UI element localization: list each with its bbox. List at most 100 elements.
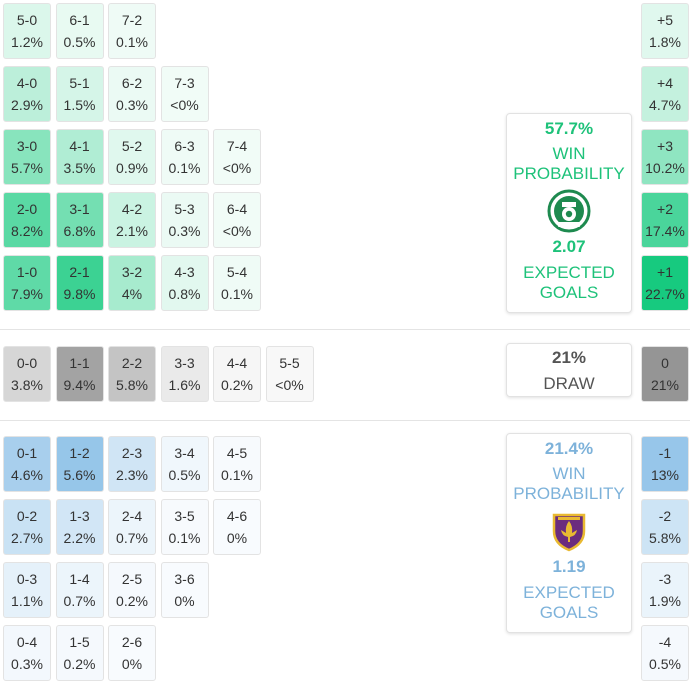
score-cell-2-6: 2-6 0% [108,625,156,681]
probability-label: 7.9% [11,286,43,302]
score-cell-2-1: 2-1 9.8% [55,255,104,311]
score-cell-5-2: 5-2 0.9% [108,129,156,185]
margin-label: +4 [657,75,673,91]
score-cell-3-0: 3-0 5.7% [3,129,51,185]
score-label: 6-2 [121,75,143,91]
score-cell-4-1: 4-1 3.5% [55,129,104,185]
probability-label: 0% [174,593,195,609]
score-cell-1-5: 1-5 0.2% [55,625,104,681]
score-cell-5-1: 5-1 1.5% [55,66,104,122]
probability-label: 1.5% [63,97,96,113]
score-cell-5-3: 5-3 0.3% [160,192,209,248]
margin-label: +2 [657,201,673,217]
home-win-label: WIN PROBABILITY [513,144,625,183]
score-label: 5-1 [69,75,90,91]
score-cell-3-1: 3-1 6.8% [55,192,104,248]
probability-label: 0.1% [168,530,201,546]
probability-label: 17.4% [645,223,685,239]
score-label: 3-2 [121,264,143,280]
probability-label: 0.5% [649,656,681,672]
margin-cell-away-minus3: -3 1.9% [641,562,689,618]
score-cell-1-2: 1-2 5.6% [55,436,104,492]
score-label: 4-1 [69,138,90,154]
probability-label: 9.8% [63,286,96,302]
score-label: 3-5 [174,508,195,524]
probability-label: 9.4% [63,377,96,393]
draw-label: DRAW [543,374,595,393]
score-cell-4-5: 4-5 0.1% [213,436,261,492]
margin-cell-home-plus5: +5 1.8% [641,3,689,59]
margin-cell-away-minus4: -4 0.5% [641,625,689,681]
probability-label: 21% [650,377,680,393]
probability-label: 6.8% [63,223,96,239]
score-label: 4-3 [174,264,195,280]
score-cell-3-4: 3-4 0.5% [160,436,209,492]
probability-label: 5.8% [116,377,148,393]
probability-label: <0% [275,377,304,393]
away-xg-value: 1.19 [552,557,586,576]
probability-label: 0.1% [116,34,148,50]
margin-cell-away-minus2: -2 5.8% [641,499,689,555]
score-label: 1-5 [69,634,90,650]
score-cell-6-1: 6-1 0.5% [55,3,104,59]
probability-label: 4.6% [11,467,43,483]
score-label: 1-3 [69,508,90,524]
score-cell-4-4: 4-4 0.2% [213,346,261,402]
draw-card: 21% DRAW [506,343,632,397]
score-label: 2-5 [121,571,143,587]
score-label: 6-3 [174,138,195,154]
score-cell-3-5: 3-5 0.1% [160,499,209,555]
score-label: 0-1 [16,445,38,461]
score-label: 3-0 [16,138,38,154]
score-label: 2-4 [121,508,143,524]
margin-cell-home-plus2: +2 17.4% [641,192,689,248]
probability-label: 5.8% [649,530,681,546]
probability-label: 2.1% [116,223,148,239]
probability-label: 0.5% [168,467,201,483]
score-label: 3-1 [69,201,90,217]
score-label: 4-0 [16,75,38,91]
score-label: 2-2 [121,355,143,371]
score-label: 3-4 [174,445,195,461]
score-cell-4-0: 4-0 2.9% [3,66,51,122]
score-cell-4-6: 4-6 0% [213,499,261,555]
score-label: 1-0 [16,264,38,280]
score-label: 5-5 [279,355,300,371]
score-cell-1-4: 1-4 0.7% [55,562,104,618]
score-cell-1-3: 1-3 2.2% [55,499,104,555]
score-label: 2-6 [121,634,143,650]
score-cell-7-4: 7-4 <0% [213,129,261,185]
divider-bottom [0,420,690,421]
score-cell-3-6: 3-6 0% [160,562,209,618]
score-cell-1-0: 1-0 7.9% [3,255,51,311]
score-label: 7-4 [226,138,248,154]
margin-cell-home-plus3: +3 10.2% [641,129,689,185]
probability-label: 1.8% [649,34,681,50]
score-label: 0-4 [16,634,38,650]
probability-label: 8.2% [11,223,43,239]
score-cell-2-5: 2-5 0.2% [108,562,156,618]
score-cell-5-5: 5-5 <0% [265,346,314,402]
score-label: 6-1 [69,12,90,28]
probability-label: 0.1% [221,286,253,302]
ferencvaros-crest-icon [547,189,591,233]
probability-label: 0.9% [116,160,148,176]
probability-label: 2.7% [11,530,43,546]
probability-label: 2.2% [63,530,96,546]
probability-label: 1.2% [11,34,43,50]
score-cell-5-0: 5-0 1.2% [3,3,51,59]
probability-label: 2.3% [116,467,148,483]
away-xg-label: EXPECTED GOALS [523,583,615,622]
margin-label: -4 [658,634,672,650]
score-cell-0-1: 0-1 4.6% [3,436,51,492]
probability-label: 0.7% [63,593,96,609]
score-label: 2-0 [16,201,38,217]
score-label: 3-6 [174,571,195,587]
score-label: 5-2 [121,138,143,154]
probability-label: 0.2% [63,656,96,672]
score-cell-5-4: 5-4 0.1% [213,255,261,311]
draw-pct: 21% [551,348,587,367]
probability-label: 0% [121,656,143,672]
score-cell-6-4: 6-4 <0% [213,192,261,248]
score-label: 7-2 [121,12,143,28]
